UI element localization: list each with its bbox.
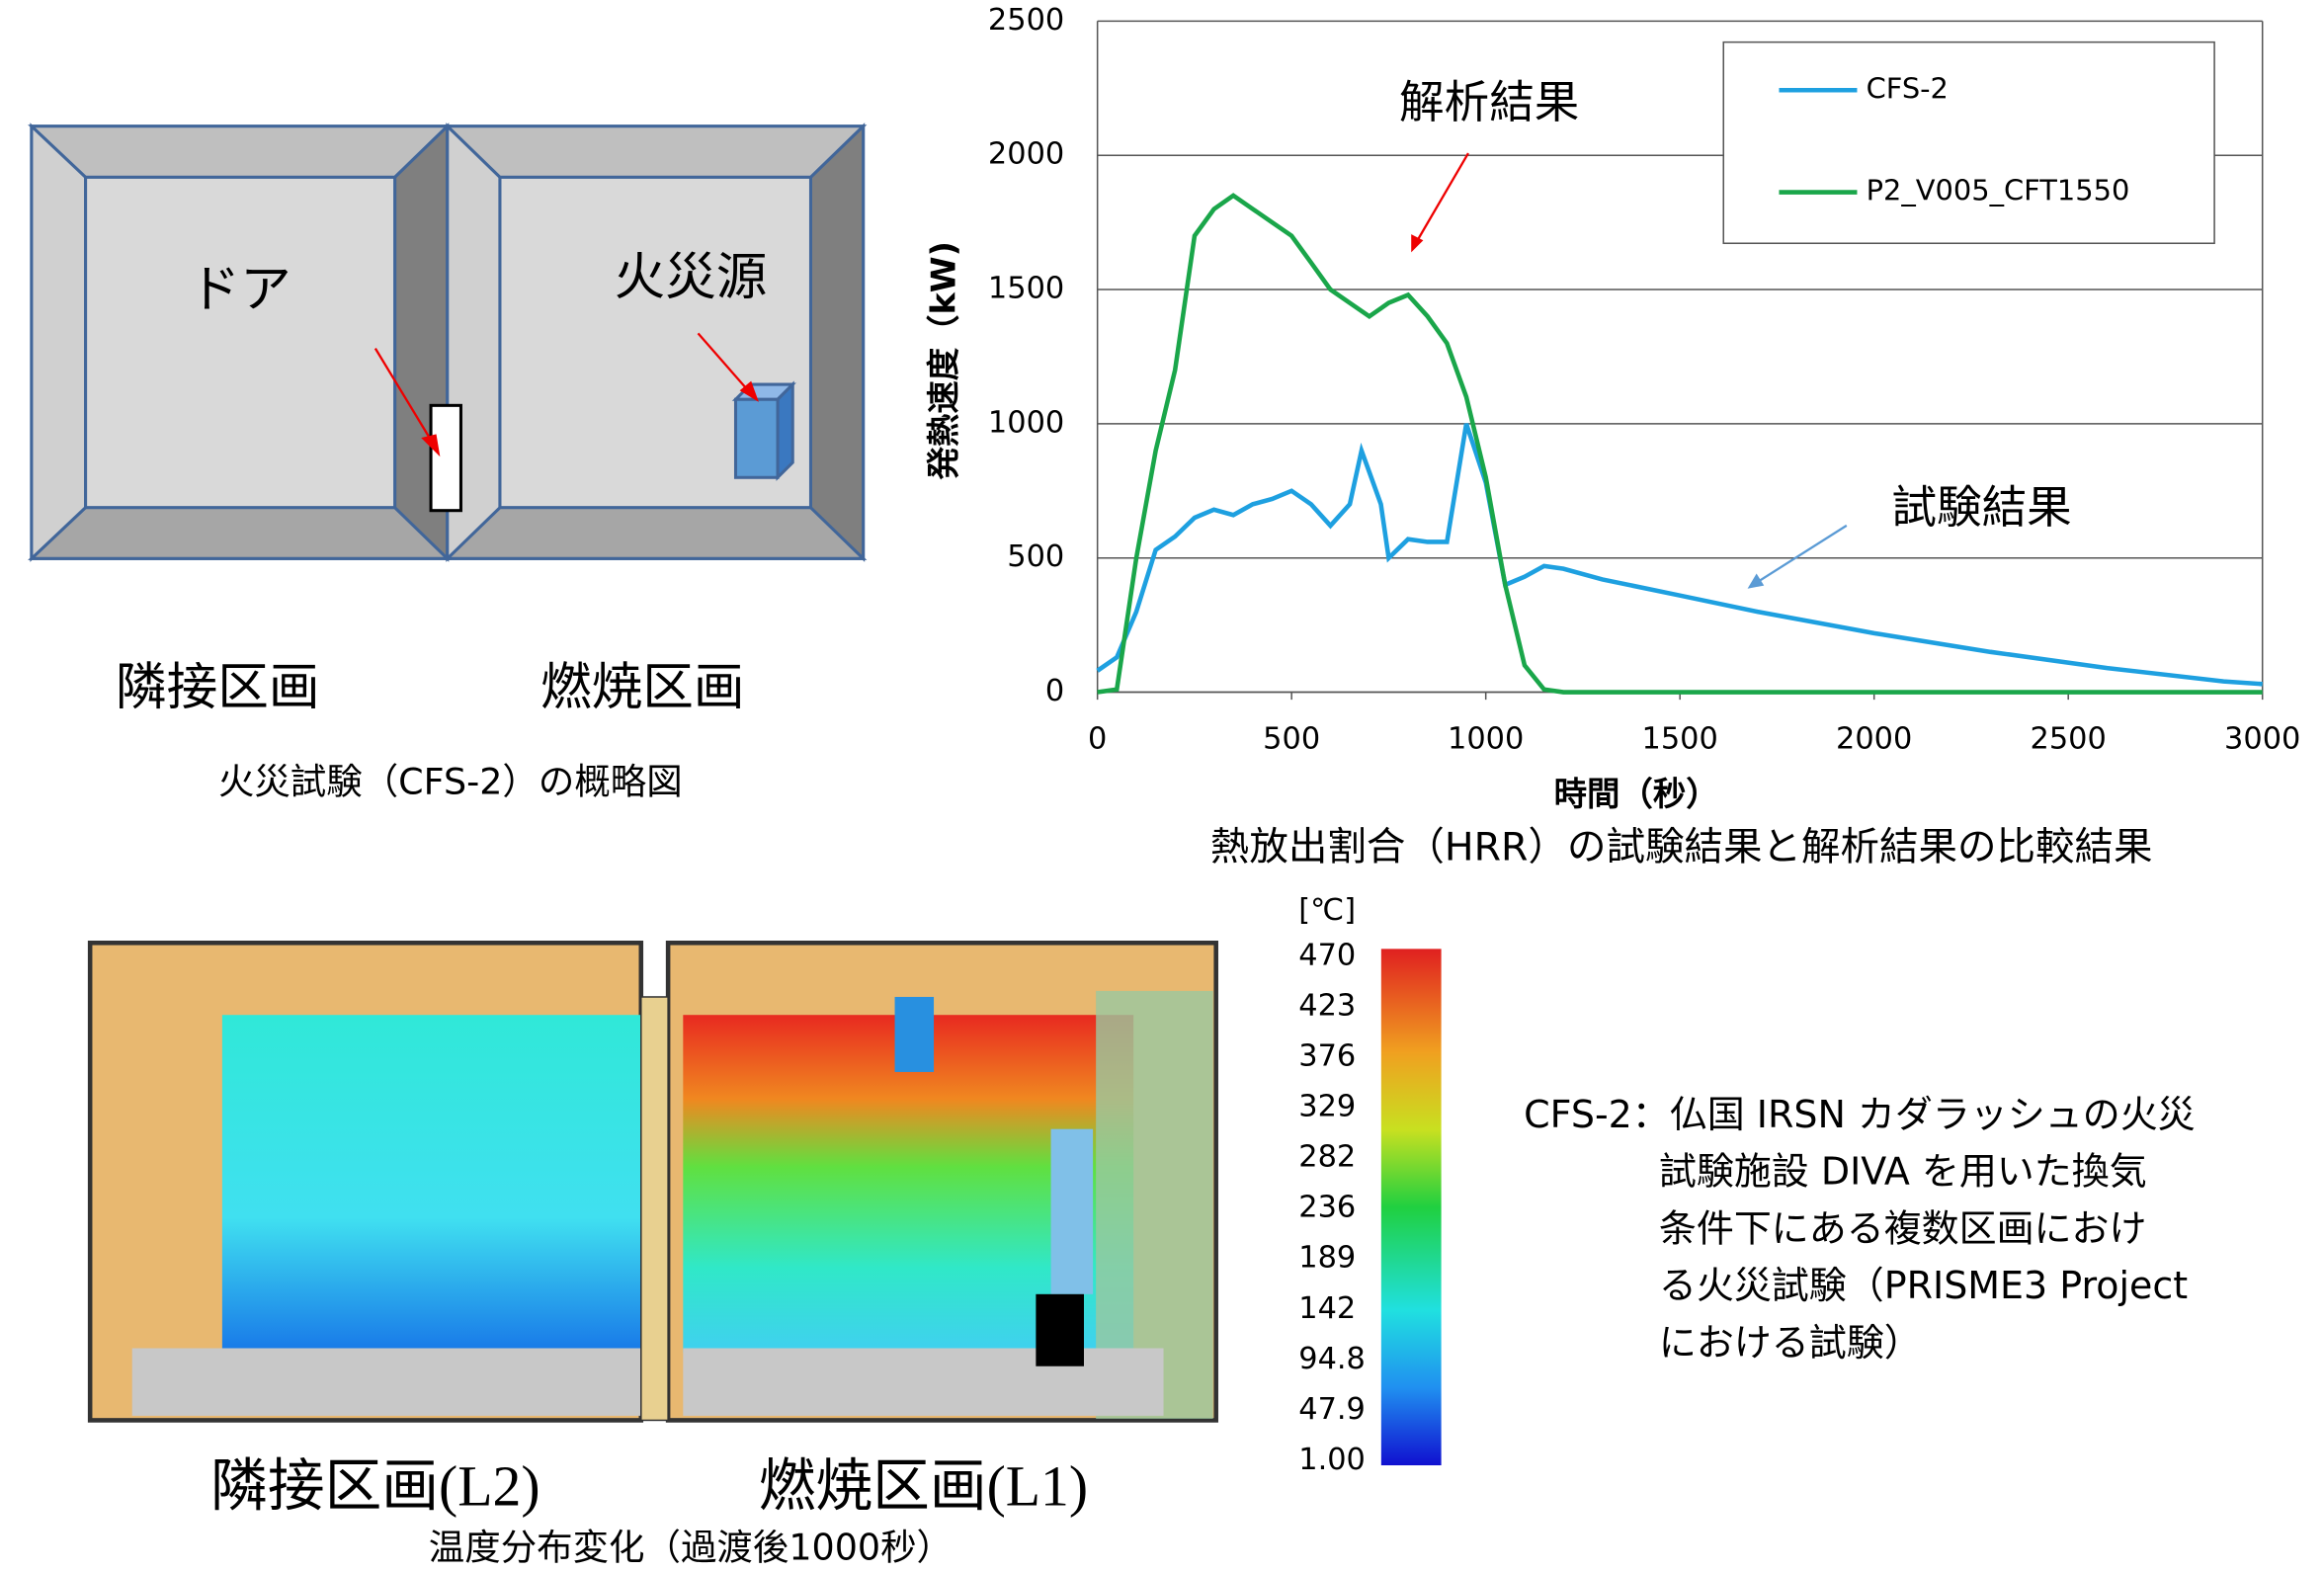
color-scale-labels: 470 423 376 329 282 236 189 142 94.8 47.9 1.00	[1298, 938, 1366, 1477]
color-scale-label: 329	[1298, 1090, 1356, 1124]
color-scale-label: 94.8	[1298, 1342, 1366, 1376]
y-tick-label: 1500	[988, 272, 1064, 306]
color-scale-label: 282	[1298, 1140, 1356, 1175]
y-tick-label: 0	[1045, 674, 1064, 708]
temperature-image	[90, 943, 1216, 1420]
x-tick-label: 2000	[1836, 722, 1912, 757]
color-scale-label: 423	[1298, 989, 1356, 1024]
room-label: 燃焼区画	[540, 658, 745, 717]
door-label: ドア	[189, 260, 290, 319]
color-scale	[1381, 949, 1442, 1465]
y-tick-label: 2000	[988, 137, 1064, 172]
unit-label: [℃]	[1298, 893, 1356, 928]
room-label: 燃焼区画(L1)	[759, 1456, 1088, 1519]
room-label: 隣接区画(L2)	[210, 1456, 540, 1519]
color-scale-label: 376	[1298, 1039, 1356, 1074]
page: ドア 火災源 隣接区画 燃焼区画 火災試験（CFS-2）の概略図 0 500 100…	[0, 0, 2324, 1572]
chart-title: 熱放出割合（HRR）の試験結果と解析結果の比較結果	[1210, 825, 2153, 870]
hrr-chart: 0 500 1000 1500 2000 2500 0 500 1000 1500 2000 2500…	[988, 3, 2300, 757]
annotation: 試験結果	[1891, 481, 2071, 534]
schematic	[32, 126, 864, 559]
fire-source-label: 火災源	[614, 248, 767, 307]
x-tick-label: 0	[1088, 722, 1107, 757]
y-tick-label: 500	[1007, 539, 1064, 574]
x-tick-label: 3000	[2224, 722, 2300, 757]
y-axis-label: 発熱速度（kW)	[925, 241, 963, 480]
color-scale-label: 47.9	[1298, 1392, 1366, 1427]
color-scale-label: 470	[1298, 938, 1356, 972]
data-line	[1098, 196, 2263, 693]
description-line: る火災試験（PRISME3 Project	[1659, 1264, 2188, 1307]
figure-caption: 火災試験（CFS-2）の概略図	[218, 761, 683, 803]
room-label: 隣接区画	[116, 658, 320, 717]
description-line: 条件下にある複数区画におけ	[1659, 1206, 2147, 1250]
color-scale-label: 236	[1298, 1191, 1356, 1225]
annotation: 解析結果	[1399, 76, 1579, 128]
y-tick-label: 1000	[988, 405, 1064, 440]
color-scale-label: 1.00	[1298, 1443, 1366, 1477]
data-line	[1098, 424, 2263, 684]
description-line: における試験）	[1659, 1321, 1922, 1365]
x-tick-label: 1500	[1642, 722, 1718, 757]
figure-caption: 温度分布変化（過渡後1000秒）	[429, 1527, 953, 1569]
x-tick-label: 2500	[2031, 722, 2107, 757]
legend-label: CFS-2	[1867, 71, 1949, 105]
legend-label: P2_V005_CFT1550	[1867, 174, 2130, 207]
description-line: CFS-2：仏国 IRSN カダラッシュの火災	[1524, 1093, 2196, 1136]
color-scale-label: 189	[1298, 1241, 1356, 1276]
description-line: 試験施設 DIVA を用いた換気	[1659, 1150, 2147, 1194]
legend-box	[1723, 42, 2214, 244]
y-tick-label: 2500	[988, 3, 1064, 38]
x-tick-label: 1000	[1448, 722, 1524, 757]
x-axis-label: 時間（秒）	[1554, 775, 1719, 813]
color-scale-label: 142	[1298, 1291, 1356, 1326]
x-tick-label: 500	[1263, 722, 1320, 757]
